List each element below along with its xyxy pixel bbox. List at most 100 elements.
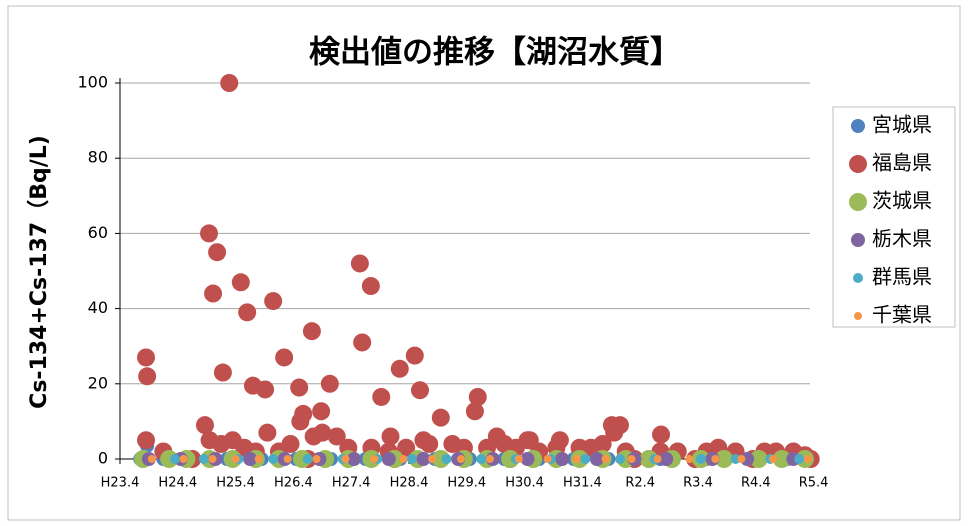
x-tick-label: H28.4 <box>390 476 429 491</box>
data-point <box>457 455 466 463</box>
data-point <box>341 455 350 463</box>
x-tick-label: H27.4 <box>332 476 371 491</box>
data-point <box>204 284 223 303</box>
data-point <box>312 402 331 421</box>
data-point <box>593 434 612 453</box>
data-point <box>198 454 209 464</box>
y-tick-label: 0 <box>98 449 108 468</box>
data-point <box>169 454 180 464</box>
y-axis-label: Cs-134+Cs-137（Bq/L) <box>27 135 52 409</box>
chart-title: 検出値の推移【湖沼水質】 <box>309 35 681 71</box>
data-point <box>138 367 157 386</box>
data-point <box>399 455 408 463</box>
data-point <box>740 452 755 466</box>
data-point <box>772 450 791 468</box>
data-point <box>327 427 346 446</box>
data-point <box>238 303 257 322</box>
legend-marker <box>849 155 867 173</box>
data-point <box>485 455 494 463</box>
data-point <box>589 452 604 466</box>
data-point <box>749 450 768 468</box>
data-point <box>572 455 581 463</box>
data-point <box>685 455 694 463</box>
data-point <box>283 455 292 463</box>
data-point <box>580 454 591 464</box>
data-point <box>220 74 239 92</box>
y-tick-label: 100 <box>77 73 108 92</box>
data-point <box>653 455 662 463</box>
data-point <box>406 454 417 464</box>
data-point <box>254 455 263 463</box>
data-point <box>372 387 391 406</box>
data-point <box>737 455 746 463</box>
data-point <box>347 452 362 466</box>
x-tick-label: H25.4 <box>216 476 255 491</box>
x-tick-label: R4.4 <box>741 476 771 491</box>
data-point <box>543 455 552 463</box>
legend-box <box>832 106 956 328</box>
data-point <box>208 455 217 463</box>
y-tick-label: 80 <box>88 148 108 167</box>
data-point <box>147 455 156 463</box>
data-point <box>137 431 156 450</box>
data-point <box>381 427 400 446</box>
x-tick-label: H23.4 <box>101 476 140 491</box>
data-point <box>291 412 310 431</box>
data-point <box>405 346 424 365</box>
data-point <box>302 322 321 341</box>
data-point <box>730 454 741 464</box>
data-point <box>243 452 258 466</box>
legend-label: 栃木県 <box>872 227 932 251</box>
data-point <box>320 374 339 393</box>
data-point <box>416 452 431 466</box>
data-point <box>601 455 610 463</box>
data-point <box>769 455 778 463</box>
data-point <box>256 380 275 399</box>
data-point <box>428 455 437 463</box>
data-point <box>231 273 250 292</box>
legend-label: 宮城県 <box>872 113 932 137</box>
data-point <box>390 359 409 378</box>
legend-marker <box>851 233 865 247</box>
data-point <box>605 423 624 442</box>
x-tick-label: R5.4 <box>799 476 829 491</box>
data-point <box>370 455 379 463</box>
data-point <box>304 427 323 446</box>
x-tick-label: H31.4 <box>563 476 602 491</box>
x-tick-label: H24.4 <box>158 476 197 491</box>
legend-label: 群馬県 <box>872 265 932 289</box>
data-point <box>794 454 805 464</box>
data-point <box>410 381 429 400</box>
data-point <box>264 292 283 311</box>
data-point <box>514 455 523 463</box>
data-point <box>381 452 396 466</box>
data-point <box>281 434 300 453</box>
x-tick-label: H26.4 <box>274 476 313 491</box>
data-point <box>520 452 535 466</box>
data-point <box>268 454 279 464</box>
data-point <box>231 455 240 463</box>
data-point <box>213 363 232 382</box>
data-point <box>208 243 227 262</box>
data-point <box>420 434 439 453</box>
data-point <box>476 454 487 464</box>
data-point <box>275 348 294 367</box>
x-tick-label: H30.4 <box>505 476 544 491</box>
data-point <box>555 452 570 466</box>
data-point <box>627 455 636 463</box>
data-point <box>695 454 706 464</box>
legend-marker <box>854 312 862 320</box>
x-tick-label: H29.4 <box>447 476 486 491</box>
legend-label: 茨城県 <box>872 189 932 213</box>
data-point <box>803 455 812 463</box>
data-point <box>468 387 487 406</box>
data-point <box>179 455 188 463</box>
data-point <box>465 402 484 421</box>
x-tick-label: R2.4 <box>625 476 655 491</box>
data-point <box>200 224 219 243</box>
x-tick-label: R3.4 <box>683 476 713 491</box>
legend-label: 福島県 <box>872 151 932 175</box>
data-point <box>361 277 380 296</box>
data-point <box>659 452 674 466</box>
